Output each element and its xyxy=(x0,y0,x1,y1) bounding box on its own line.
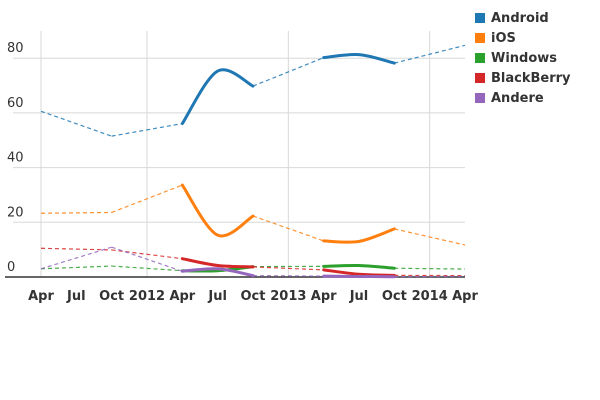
series-dashed-segment-windows xyxy=(111,265,183,272)
x-tick-label: 2014 xyxy=(412,289,448,304)
legend-item-blackberry[interactable]: BlackBerry xyxy=(475,68,571,88)
series-dashed-segment-windows xyxy=(40,265,112,270)
series-dashed-segment-andere xyxy=(252,275,324,277)
series-line-blackberry xyxy=(322,268,396,277)
series-dashed-segment-ios xyxy=(40,211,112,214)
y-tick-label: 20 xyxy=(7,205,24,220)
x-tick-label: Jul xyxy=(349,289,369,304)
x-tick-label: Apr xyxy=(28,289,54,304)
series-dashed-segment-andere xyxy=(40,246,112,270)
legend-item-ios[interactable]: iOS xyxy=(475,28,516,48)
y-tick-label: 0 xyxy=(7,260,15,275)
series-dashed-segment-android xyxy=(111,122,183,137)
series-line-windows xyxy=(322,263,396,270)
legend-swatch xyxy=(475,53,485,63)
series-dashed-segment-andere xyxy=(111,246,183,272)
legend-swatch xyxy=(475,13,485,23)
legend-item-andere[interactable]: Andere xyxy=(475,88,544,108)
y-tick-label: 80 xyxy=(7,41,24,56)
x-tick-label: Oct xyxy=(382,289,407,304)
legend-swatch xyxy=(475,73,485,83)
series-dashed-segment-android xyxy=(252,57,324,87)
x-tick-label: Jul xyxy=(207,289,227,304)
series-dashed-segment-windows xyxy=(394,267,466,270)
y-tick-label: 60 xyxy=(7,96,24,111)
y-tick-label: 40 xyxy=(7,151,24,166)
series-dashed-segment-blackberry xyxy=(252,266,324,271)
legend-item-android[interactable]: Android xyxy=(475,8,549,28)
series-dashed-segment-blackberry xyxy=(111,249,183,260)
series-line-android xyxy=(322,52,396,65)
series-lines xyxy=(40,44,466,279)
series-dashed-segment-ios xyxy=(252,215,324,242)
series-line-andere xyxy=(322,274,396,279)
x-tick-label: Oct xyxy=(241,289,266,304)
series-dashed-segment-blackberry xyxy=(40,247,112,251)
series-line-ios xyxy=(180,183,255,238)
x-tick-label: 2013 xyxy=(270,289,306,304)
x-tick-label: Apr xyxy=(311,289,337,304)
legend-swatch xyxy=(475,33,485,43)
legend-swatch xyxy=(475,93,485,103)
legend-label: BlackBerry xyxy=(491,70,571,86)
legend-label: Andere xyxy=(491,90,544,106)
x-tick-label: Oct xyxy=(99,289,124,304)
series-line-blackberry xyxy=(180,257,255,269)
x-axis-ticks: Apr Jul Oct 2012 Apr Jul Oct 2013 Apr Jul Oct 2014 A… xyxy=(28,289,478,304)
series-line-ios xyxy=(322,227,396,244)
y-axis-ticks: 0 20 40 60 80 xyxy=(7,41,24,275)
x-tick-label: Apr xyxy=(452,289,478,304)
x-tick-label: 2012 xyxy=(129,289,165,304)
x-tick-label: Apr xyxy=(169,289,195,304)
grid xyxy=(5,31,465,278)
legend-label: Windows xyxy=(491,50,558,66)
series-dashed-segment-android xyxy=(394,44,466,64)
legend-label: Android xyxy=(491,10,549,26)
series-line-andere xyxy=(180,267,255,278)
legend-label: iOS xyxy=(491,30,516,46)
x-tick-label: Jul xyxy=(66,289,86,304)
series-dashed-segment-android xyxy=(40,110,112,137)
series-dashed-segment-ios xyxy=(111,184,183,214)
series-line-android xyxy=(180,68,255,126)
legend-item-windows[interactable]: Windows xyxy=(475,48,557,68)
series-dashed-segment-ios xyxy=(394,228,466,246)
